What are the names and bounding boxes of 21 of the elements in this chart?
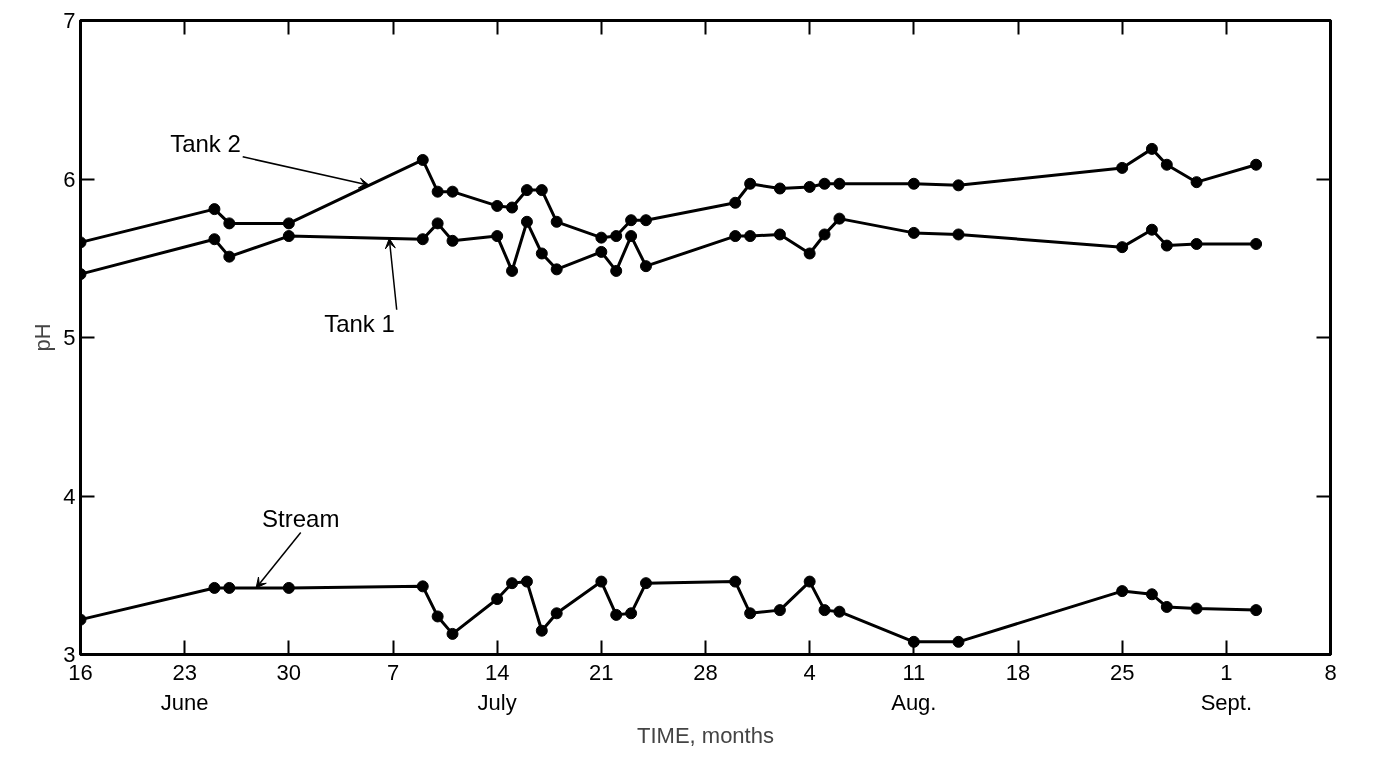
x-tick-label: 25	[1109, 659, 1135, 685]
y-tick-label: 6	[63, 166, 76, 192]
x-tick-label: 28	[693, 659, 718, 685]
x-tick-label: 14 July	[477, 659, 517, 715]
text: Tank 2	[170, 129, 241, 157]
x-axis-title: TIME, months	[637, 722, 774, 748]
y-axis-title: pH	[30, 323, 56, 352]
x-tick-label: 21	[589, 659, 614, 685]
x-tick-label: 7	[386, 659, 400, 685]
y-tick-label: 7	[63, 8, 76, 33]
text: Stream	[262, 505, 340, 533]
x-tick-label: 18	[1005, 659, 1031, 685]
text: Tank 1	[324, 309, 395, 337]
y-tick-label: 5	[63, 325, 76, 350]
x-tick-label: 30	[276, 659, 302, 685]
x-tick-label: 8	[1324, 659, 1337, 685]
x-tick-label: 23 June	[160, 659, 209, 715]
x-tick-label: 1 Sept.	[1200, 659, 1253, 715]
y-tick-label: 4	[63, 483, 76, 509]
x-tick-label: 11 Aug.	[891, 659, 937, 715]
x-tick-label: 4	[803, 659, 816, 685]
